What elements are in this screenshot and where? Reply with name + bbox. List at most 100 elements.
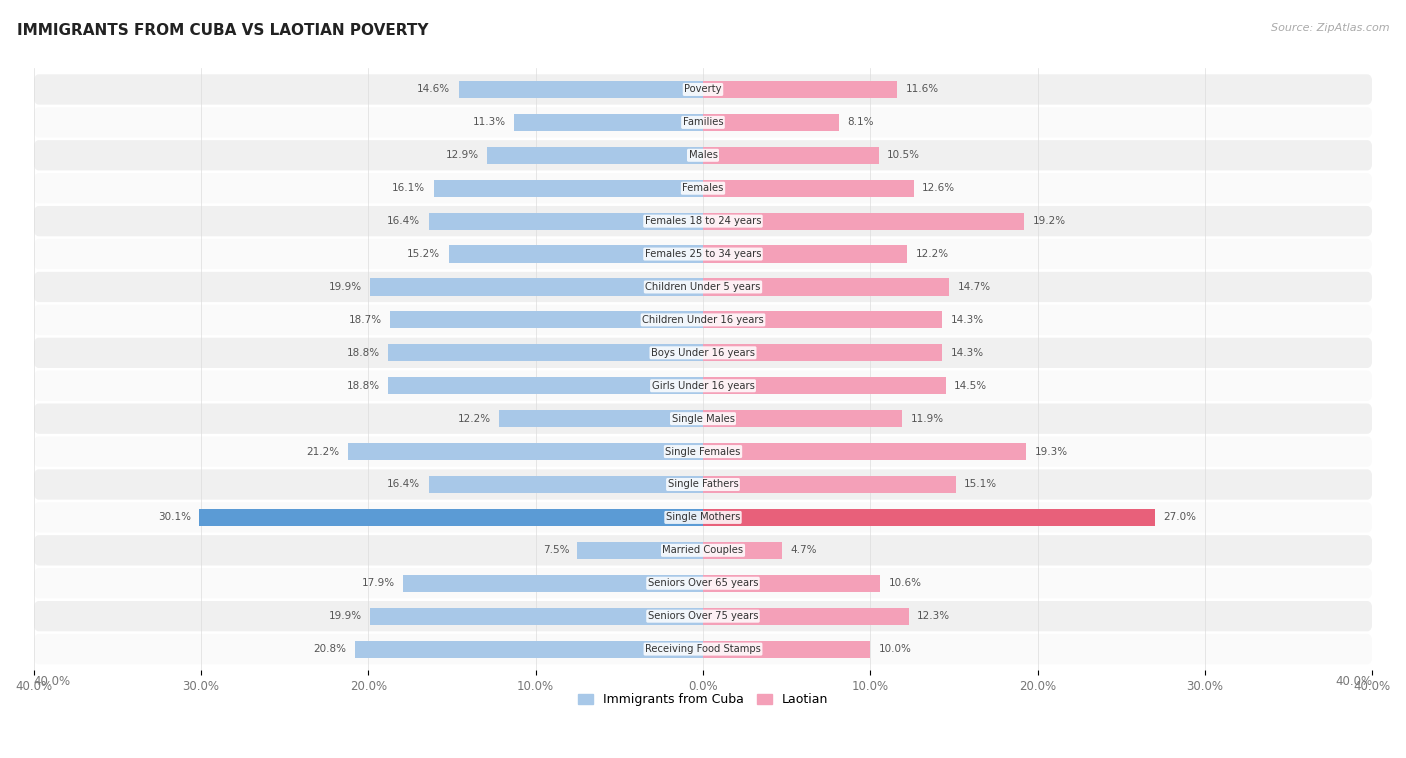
FancyBboxPatch shape [34, 601, 1372, 631]
Text: 19.2%: 19.2% [1032, 216, 1066, 226]
FancyBboxPatch shape [34, 437, 1372, 467]
Bar [703, 476, 956, 493]
FancyBboxPatch shape [34, 305, 1372, 335]
FancyBboxPatch shape [34, 173, 1372, 203]
Bar [370, 608, 703, 625]
Text: Receiving Food Stamps: Receiving Food Stamps [645, 644, 761, 654]
FancyBboxPatch shape [34, 239, 1372, 269]
FancyBboxPatch shape [34, 272, 1372, 302]
FancyBboxPatch shape [34, 535, 1372, 565]
Text: 4.7%: 4.7% [790, 545, 817, 556]
Bar [703, 81, 897, 98]
Bar [458, 81, 703, 98]
FancyBboxPatch shape [34, 568, 1372, 598]
Text: Single Mothers: Single Mothers [666, 512, 740, 522]
Bar [703, 312, 942, 328]
Text: 30.1%: 30.1% [157, 512, 191, 522]
Text: 15.2%: 15.2% [408, 249, 440, 259]
Bar [354, 641, 703, 658]
Bar [388, 377, 703, 394]
Text: 18.7%: 18.7% [349, 315, 381, 325]
Text: 40.0%: 40.0% [34, 675, 70, 688]
Legend: Immigrants from Cuba, Laotian: Immigrants from Cuba, Laotian [578, 694, 828, 706]
Text: Families: Families [683, 117, 723, 127]
Text: 14.5%: 14.5% [955, 381, 987, 390]
Text: Children Under 16 years: Children Under 16 years [643, 315, 763, 325]
Text: Single Fathers: Single Fathers [668, 480, 738, 490]
Bar [433, 180, 703, 197]
Text: 14.6%: 14.6% [418, 84, 450, 95]
Bar [703, 147, 879, 164]
Text: 19.3%: 19.3% [1035, 446, 1067, 456]
Text: Married Couples: Married Couples [662, 545, 744, 556]
Bar [703, 212, 1025, 230]
Bar [404, 575, 703, 592]
FancyBboxPatch shape [34, 206, 1372, 236]
Text: 16.1%: 16.1% [392, 183, 425, 193]
Text: 21.2%: 21.2% [307, 446, 340, 456]
Text: 12.2%: 12.2% [915, 249, 949, 259]
Text: 12.2%: 12.2% [457, 414, 491, 424]
Text: Seniors Over 75 years: Seniors Over 75 years [648, 611, 758, 621]
FancyBboxPatch shape [34, 337, 1372, 368]
Bar [703, 509, 1154, 526]
Bar [578, 542, 703, 559]
Bar [388, 344, 703, 362]
Bar [703, 377, 946, 394]
Text: 10.0%: 10.0% [879, 644, 911, 654]
Bar [200, 509, 703, 526]
Text: 20.8%: 20.8% [314, 644, 346, 654]
FancyBboxPatch shape [34, 107, 1372, 137]
Bar [703, 278, 949, 296]
Text: 18.8%: 18.8% [347, 381, 380, 390]
Bar [703, 114, 838, 131]
Bar [513, 114, 703, 131]
Text: 17.9%: 17.9% [361, 578, 395, 588]
Text: 11.6%: 11.6% [905, 84, 939, 95]
Text: Single Females: Single Females [665, 446, 741, 456]
Bar [703, 344, 942, 362]
Bar [703, 443, 1026, 460]
Text: 14.3%: 14.3% [950, 315, 984, 325]
Text: Children Under 5 years: Children Under 5 years [645, 282, 761, 292]
Text: 27.0%: 27.0% [1163, 512, 1197, 522]
Text: Single Males: Single Males [672, 414, 734, 424]
FancyBboxPatch shape [34, 469, 1372, 500]
Bar [370, 278, 703, 296]
Text: 16.4%: 16.4% [387, 216, 420, 226]
Bar [703, 608, 908, 625]
Bar [703, 641, 870, 658]
Bar [703, 246, 907, 262]
FancyBboxPatch shape [34, 403, 1372, 434]
Text: 12.3%: 12.3% [917, 611, 950, 621]
Bar [486, 147, 703, 164]
FancyBboxPatch shape [34, 140, 1372, 171]
Bar [703, 575, 880, 592]
Text: 10.6%: 10.6% [889, 578, 922, 588]
Text: Females 25 to 34 years: Females 25 to 34 years [645, 249, 761, 259]
Text: IMMIGRANTS FROM CUBA VS LAOTIAN POVERTY: IMMIGRANTS FROM CUBA VS LAOTIAN POVERTY [17, 23, 429, 38]
Text: 11.9%: 11.9% [911, 414, 943, 424]
FancyBboxPatch shape [34, 74, 1372, 105]
Text: 19.9%: 19.9% [329, 282, 361, 292]
Text: 10.5%: 10.5% [887, 150, 920, 160]
Text: 12.6%: 12.6% [922, 183, 955, 193]
FancyBboxPatch shape [34, 634, 1372, 664]
Text: 7.5%: 7.5% [543, 545, 569, 556]
Text: Boys Under 16 years: Boys Under 16 years [651, 348, 755, 358]
Bar [703, 410, 903, 428]
Text: 14.3%: 14.3% [950, 348, 984, 358]
Text: 8.1%: 8.1% [846, 117, 873, 127]
Text: 14.7%: 14.7% [957, 282, 990, 292]
Text: Seniors Over 65 years: Seniors Over 65 years [648, 578, 758, 588]
Bar [429, 476, 703, 493]
Bar [703, 180, 914, 197]
Bar [449, 246, 703, 262]
Text: 15.1%: 15.1% [965, 480, 997, 490]
Bar [389, 312, 703, 328]
Text: 40.0%: 40.0% [1336, 675, 1372, 688]
Text: Poverty: Poverty [685, 84, 721, 95]
Text: Males: Males [689, 150, 717, 160]
Text: 12.9%: 12.9% [446, 150, 478, 160]
Text: 16.4%: 16.4% [387, 480, 420, 490]
